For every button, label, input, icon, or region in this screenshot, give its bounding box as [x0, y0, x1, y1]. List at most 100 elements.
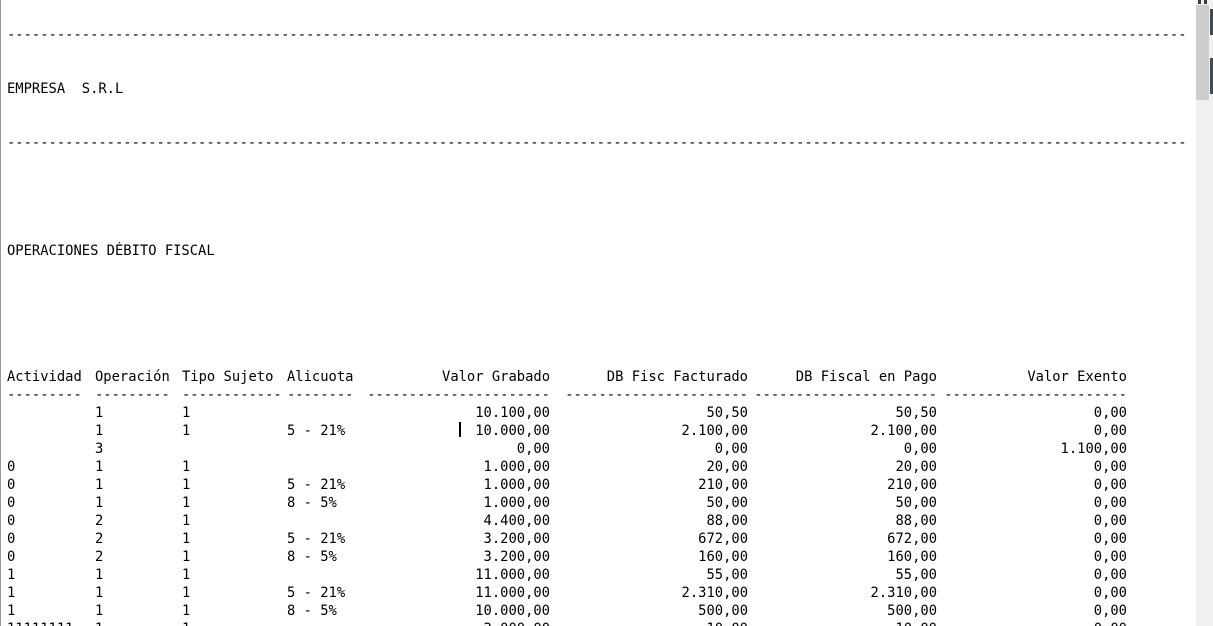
- column-header-underline: ---------: [7, 387, 82, 403]
- scrollbar-up-arrow-icon[interactable]: [1204, 0, 1207, 4]
- table-cell: 2.100,00: [681, 423, 748, 439]
- table-row: 1 1 5 - 21% 10.000,00 2.100,00 2.100,00 0,00: [7, 422, 1127, 440]
- scrollbar-thumb[interactable]: [1196, 5, 1209, 100]
- table-row: 1 1 1 8 - 5% 10.000,00 500,00 500,00 0,00: [7, 602, 1127, 620]
- table-cell: 160,00: [887, 549, 937, 565]
- table-cell: 8 - 5%: [287, 603, 337, 619]
- table-cell: 0,00: [1093, 459, 1127, 475]
- table-cell: 10,00: [550, 620, 748, 626]
- table-cell: 1.000,00: [483, 459, 550, 475]
- table-cell: 0: [7, 513, 16, 529]
- table-cell: 11.000,00: [475, 567, 550, 583]
- table-cell: 1: [95, 603, 104, 619]
- window-left-border: [0, 0, 1, 626]
- table-cell: 2.310,00: [681, 585, 748, 601]
- table-cell: 1: [182, 459, 191, 475]
- table-cell: 0,00: [1093, 477, 1127, 493]
- table-cell: 2: [95, 513, 104, 529]
- table-cell: 1: [182, 531, 191, 547]
- blank-line: [7, 188, 1197, 206]
- window-right-edge-segment: [1210, 9, 1213, 35]
- table-cell: 1: [182, 585, 191, 601]
- table-cell: 0,00: [1093, 531, 1127, 547]
- table-cell: 2.100,00: [870, 423, 937, 439]
- table-cell: 2.310,00: [870, 585, 937, 601]
- table-cell: [287, 620, 367, 626]
- table-cell: 50,50: [706, 405, 748, 421]
- column-header-underline: ----------------------: [367, 387, 550, 403]
- table-header-underline-row: --------- --------- ------------ -------- --…: [7, 386, 1127, 404]
- table-cell: 5 - 21%: [287, 585, 346, 601]
- table-cell: 88,00: [895, 513, 937, 529]
- table-row: 1 1 1 5 - 21% 11.000,00 2.310,00 2.310,00 0,00: [7, 584, 1127, 602]
- table-cell: 10.000,00: [475, 423, 550, 439]
- table-cell: 11111111: [7, 620, 95, 626]
- column-header: Operación: [95, 369, 170, 385]
- table-row: 1 1 10.100,00 50,50 50,50 0,00: [7, 404, 1127, 422]
- table-cell: 50,50: [895, 405, 937, 421]
- table-cell: [287, 404, 367, 422]
- column-header-underline: ---------: [95, 387, 170, 403]
- table-cell: 0,00: [714, 441, 748, 457]
- table-header-row: Actividad Operación Tipo Sujeto Alicuota Val…: [7, 368, 1127, 386]
- table-cell: 0,00: [1093, 513, 1127, 529]
- table-cell: 0,00: [903, 441, 937, 457]
- table-cell: 1: [182, 567, 191, 583]
- table-cell: [7, 422, 95, 440]
- table-cell: 1: [7, 603, 16, 619]
- table-cell: 1: [182, 405, 191, 421]
- table-cell: 20,00: [895, 459, 937, 475]
- table-cell: 0,00: [1093, 495, 1127, 511]
- table-cell: 0,00: [1093, 549, 1127, 565]
- table-cell: [7, 404, 95, 422]
- column-header-underline: ------------: [182, 387, 282, 403]
- table-row: 1 1 1 11.000,00 55,00 55,00 0,00: [7, 566, 1127, 584]
- table-cell: 160,00: [698, 549, 748, 565]
- window-right-edge-segment: [1210, 58, 1213, 94]
- table-row: 0 1 1 1.000,00 20,00 20,00 0,00: [7, 458, 1127, 476]
- table-cell: 3.200,00: [483, 549, 550, 565]
- table-cell: 10.100,00: [475, 405, 550, 421]
- column-header-underline: --------: [287, 387, 354, 403]
- table-cell: 1.000,00: [483, 495, 550, 511]
- table-cell: 500,00: [698, 603, 748, 619]
- table-cell: [287, 512, 367, 530]
- table-cell: [287, 458, 367, 476]
- table-cell: 5 - 21%: [287, 477, 346, 493]
- table-cell: 0,00: [1093, 603, 1127, 619]
- table-cell: [7, 440, 95, 458]
- operations-table: Actividad Operación Tipo Sujeto Alicuota Val…: [7, 368, 1127, 626]
- table-cell: 2: [95, 531, 104, 547]
- table-cell: 88,00: [706, 513, 748, 529]
- table-cell: 672,00: [887, 531, 937, 547]
- column-header-underline: ----------------------: [944, 387, 1127, 403]
- table-cell: 210,00: [698, 477, 748, 493]
- table-cell: 1.000,00: [483, 477, 550, 493]
- table-cell: 10.000,00: [475, 603, 550, 619]
- table-cell: 2: [95, 549, 104, 565]
- table-cell: 1: [182, 549, 191, 565]
- separator-line-under-company: ----------------------------------------…: [7, 135, 1187, 151]
- table-cell: 1: [95, 477, 104, 493]
- scrollbar-up-arrow-icon[interactable]: [1198, 0, 1201, 4]
- table-cell: 1: [182, 513, 191, 529]
- table-row: 0 2 1 5 - 21% 3.200,00 672,00 672,00 0,00: [7, 530, 1127, 548]
- separator-line-top: ----------------------------------------…: [7, 27, 1187, 43]
- report-title: OPERACIONES DÉBITO FISCAL: [7, 243, 215, 259]
- blank-line: [7, 296, 1197, 314]
- table-cell: 1: [95, 423, 104, 439]
- table-cell: 210,00: [887, 477, 937, 493]
- table-cell: 8 - 5%: [287, 549, 337, 565]
- table-cell: 1: [95, 459, 104, 475]
- table-cell: 1: [95, 585, 104, 601]
- table-cell: 1: [7, 567, 16, 583]
- vertical-scrollbar[interactable]: [1196, 0, 1213, 626]
- report-text-area[interactable]: ----------------------------------------…: [7, 0, 1197, 626]
- column-header-underline: ----------------------: [565, 387, 748, 403]
- column-header: Alicuota: [287, 369, 354, 385]
- company-name: EMPRESA S.R.L: [7, 81, 124, 97]
- column-header: Valor Exento: [1027, 369, 1127, 385]
- table-cell: 500,00: [887, 603, 937, 619]
- table-cell: 1: [182, 477, 191, 493]
